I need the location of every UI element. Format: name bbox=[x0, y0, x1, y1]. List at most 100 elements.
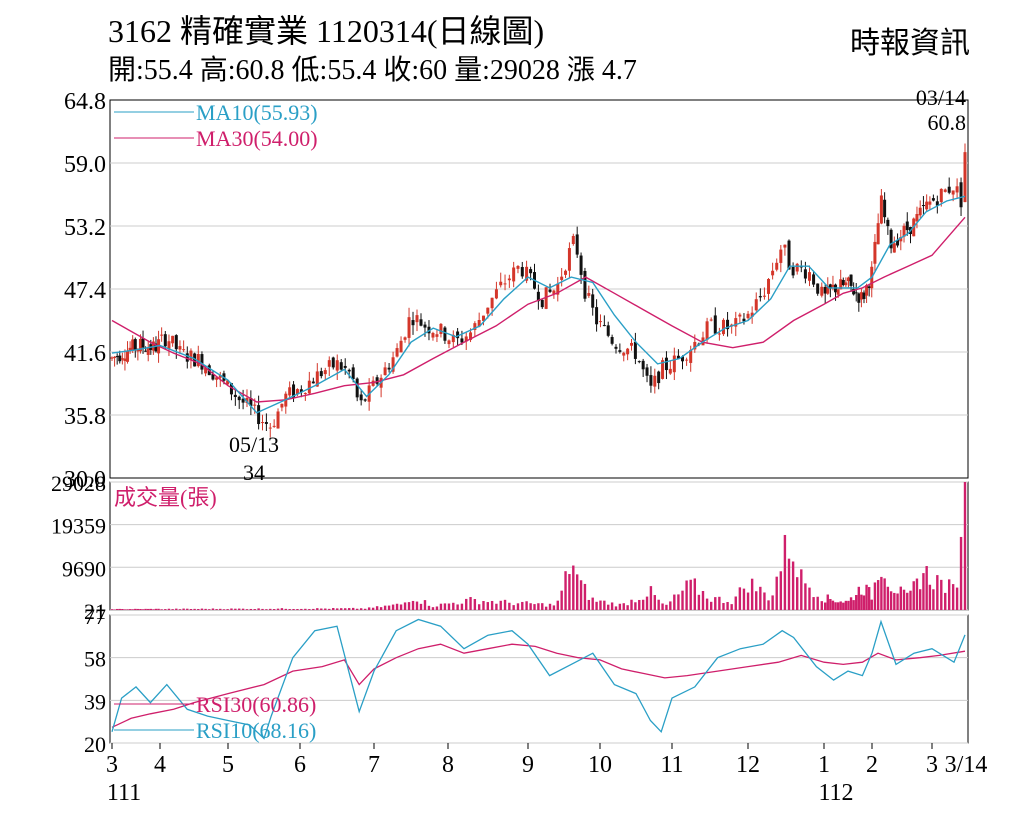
candle-body bbox=[371, 380, 375, 386]
volume-tick-label: 9690 bbox=[62, 556, 106, 581]
month-tick-label: 5 bbox=[222, 752, 234, 778]
volume-bar bbox=[171, 609, 174, 610]
volume-bar bbox=[508, 602, 511, 610]
candle-body bbox=[544, 287, 548, 309]
volume-bar bbox=[909, 590, 912, 610]
volume-bar bbox=[893, 592, 896, 610]
month-tick-label: 11 bbox=[660, 752, 683, 778]
candle-body bbox=[762, 295, 766, 297]
candle-body bbox=[844, 282, 848, 286]
candle-body bbox=[123, 358, 127, 362]
candle-body bbox=[486, 307, 490, 314]
candle-body bbox=[921, 205, 925, 207]
volume-bar bbox=[521, 601, 524, 610]
volume-bar bbox=[452, 602, 455, 610]
volume-bar bbox=[918, 589, 922, 610]
volume-bar bbox=[963, 482, 967, 610]
volume-bar bbox=[280, 608, 284, 610]
candle-body bbox=[335, 360, 339, 371]
candle-body bbox=[136, 348, 140, 352]
volume-bar bbox=[940, 579, 943, 610]
candle-body bbox=[567, 248, 571, 271]
volume-bar bbox=[689, 579, 692, 610]
candle-body bbox=[387, 367, 391, 370]
price-tick-label: 53.2 bbox=[64, 215, 106, 241]
candle-body bbox=[915, 214, 919, 222]
candle-body bbox=[276, 411, 280, 429]
candle-body bbox=[826, 286, 830, 294]
volume-bar bbox=[834, 602, 837, 610]
candle-body bbox=[939, 188, 943, 203]
volume-bar bbox=[407, 602, 411, 610]
volume-bar bbox=[486, 602, 489, 610]
candle-body bbox=[327, 360, 331, 367]
candle-body bbox=[189, 350, 193, 361]
volume-bar bbox=[718, 596, 721, 610]
volume-bar bbox=[831, 600, 835, 610]
volume-bar bbox=[544, 606, 548, 610]
volume-bar bbox=[705, 598, 709, 610]
candle-body bbox=[630, 342, 634, 346]
volume-bar bbox=[746, 592, 750, 610]
candle-body bbox=[241, 398, 245, 403]
low-value-label: 34 bbox=[243, 460, 265, 485]
candle-body bbox=[865, 285, 869, 296]
price-tick-label: 59.0 bbox=[64, 152, 106, 178]
volume-bar bbox=[324, 608, 327, 610]
month-tick-label: 2 bbox=[866, 752, 878, 778]
volume-bar bbox=[693, 578, 696, 610]
volume-tick-label: 29028 bbox=[51, 471, 106, 496]
candle-body bbox=[115, 356, 119, 358]
volume-bar bbox=[867, 587, 871, 610]
volume-bar bbox=[249, 608, 253, 610]
volume-bar bbox=[395, 603, 399, 610]
price-tick-label: 41.6 bbox=[64, 341, 106, 367]
volume-bar bbox=[595, 601, 598, 610]
volume-bar bbox=[738, 587, 742, 610]
candle-body bbox=[375, 377, 379, 384]
volume-bar bbox=[816, 596, 819, 610]
candle-body bbox=[828, 284, 832, 289]
candle-body bbox=[602, 325, 606, 327]
candle-body bbox=[879, 195, 883, 224]
volume-bar bbox=[820, 601, 823, 610]
rsi-tick-label: 58 bbox=[84, 647, 106, 672]
candle-body bbox=[295, 389, 299, 395]
volume-bar bbox=[750, 578, 754, 610]
rsi-tick-label: 20 bbox=[84, 732, 106, 757]
volume-bar bbox=[796, 577, 799, 610]
candle-body bbox=[138, 338, 142, 352]
volume-bar bbox=[288, 609, 291, 610]
volume-bar bbox=[197, 609, 200, 610]
volume-bar bbox=[131, 609, 134, 610]
volume-bar bbox=[560, 590, 563, 610]
candle-body bbox=[399, 340, 403, 353]
volume-bar bbox=[622, 603, 625, 610]
candle-body bbox=[672, 355, 676, 373]
price-tick-label: 64.8 bbox=[64, 89, 106, 115]
volume-bar bbox=[791, 561, 795, 610]
volume-bar bbox=[482, 601, 485, 610]
volume-bar bbox=[661, 603, 664, 610]
candle-body bbox=[249, 398, 253, 407]
volume-bar bbox=[320, 608, 323, 610]
candle-body bbox=[641, 360, 645, 370]
month-tick-label: 4 bbox=[154, 752, 166, 778]
volume-bar bbox=[189, 608, 193, 610]
candle-body bbox=[657, 371, 661, 384]
rsi-legend-label: RSI30(60.86) bbox=[196, 692, 316, 717]
volume-bar bbox=[443, 603, 447, 610]
volume-bar bbox=[490, 600, 494, 610]
volume-bar bbox=[669, 601, 672, 610]
candle-body bbox=[726, 319, 730, 330]
candle-body bbox=[144, 350, 148, 352]
candle-body bbox=[113, 356, 117, 358]
candle-body bbox=[846, 277, 850, 282]
candle-body bbox=[649, 375, 653, 386]
month-tick-label: 7 bbox=[368, 752, 380, 778]
volume-bar bbox=[572, 565, 575, 610]
candle-body bbox=[734, 318, 738, 327]
candle-body bbox=[131, 339, 135, 351]
candle-body bbox=[587, 293, 591, 296]
